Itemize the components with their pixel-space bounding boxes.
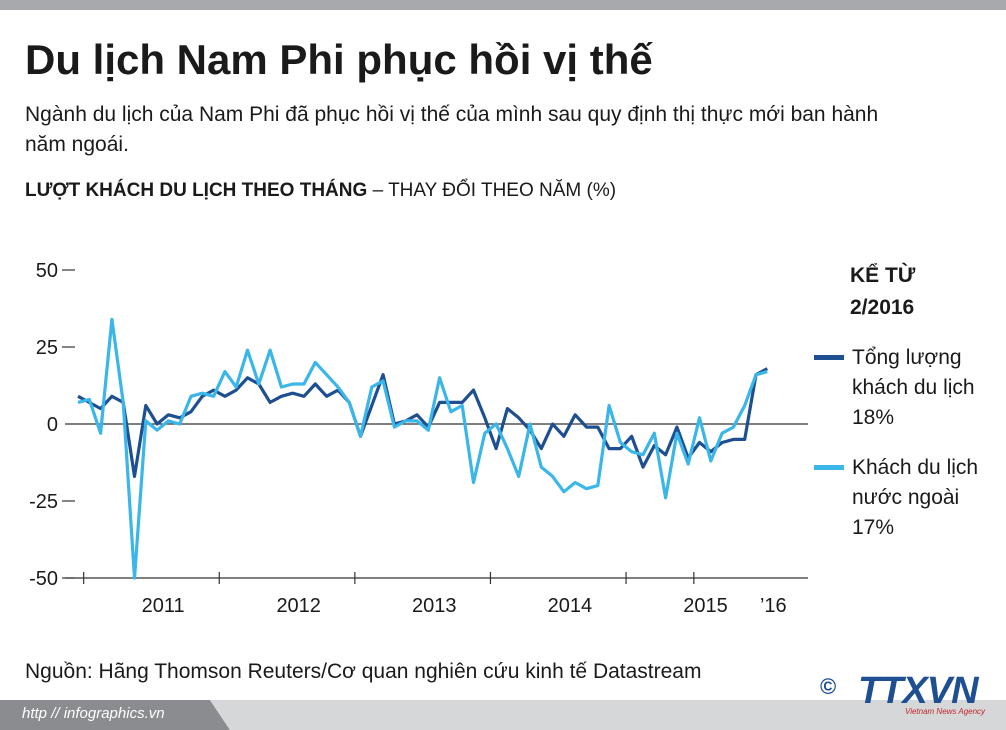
legend-swatch: [814, 355, 844, 360]
chart-title: LƯỢT KHÁCH DU LỊCH THEO THÁNG: [25, 180, 368, 201]
y-tick-label: 25: [36, 337, 58, 359]
x-tick-label: 2011: [142, 595, 185, 617]
y-tick-label: 50: [36, 260, 58, 282]
footer-band: [0, 700, 230, 730]
legend-entry: Tổng lượng khách du lịch 18%: [814, 343, 977, 433]
y-tick-label: -25: [29, 491, 58, 513]
x-tick-label: 2013: [412, 595, 457, 617]
legend-entry: Khách du lịch nước ngoài 17%: [814, 453, 1002, 543]
legend-label: Khách du lịch nước ngoài: [852, 456, 979, 509]
top-bar: [0, 0, 1006, 10]
value-label: 17%: [852, 516, 895, 539]
legend-title: KỂ TỪ 2/2016: [850, 264, 916, 319]
x-tick-label: 2012: [276, 595, 321, 617]
value-label: 18%: [852, 406, 895, 429]
y-tick-label: 0: [47, 414, 58, 436]
x-tick-label: 2015: [683, 595, 728, 617]
series-line: [77, 317, 768, 580]
logo-sub: Vietnam News Agency: [905, 707, 986, 716]
chart-subtitle: – THAY ĐỔI THEO NĂM (%): [372, 180, 617, 201]
copyright-icon: ©: [820, 674, 837, 699]
series-line: [77, 367, 769, 478]
title: Du lịch Nam Phi phục hồi vị thế: [25, 36, 653, 83]
chart-heading: LƯỢT KHÁCH DU LỊCH THEO THÁNG – THAY ĐỔI…: [25, 180, 616, 202]
x-tick-label: 2014: [548, 595, 593, 617]
footer-band: [210, 700, 1006, 730]
legend-label: Tổng lượng khách du lịch: [852, 346, 975, 399]
subtitle: Ngành du lịch của Nam Phi đã phục hồi vị…: [25, 103, 879, 156]
x-tick-label: ’16: [760, 595, 787, 617]
source: Nguồn: Hãng Thomson Reuters/Cơ quan nghi…: [25, 660, 702, 683]
url: http // infographics.vn: [22, 705, 165, 722]
legend-swatch: [814, 465, 844, 470]
y-tick-label: -50: [29, 568, 58, 590]
logo: TTXVN: [858, 670, 979, 712]
